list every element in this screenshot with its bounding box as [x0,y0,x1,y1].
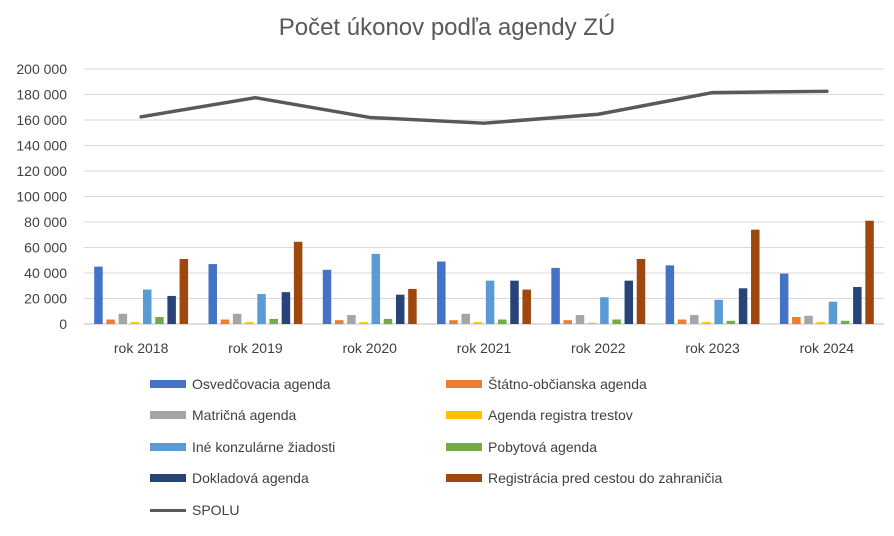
bar-pobytová-agenda [155,316,164,324]
bar-osvedčovacia-agenda [322,269,332,324]
bar-dokladová-agenda [624,280,634,324]
bar-registrácia-pred-cestou-do-zahraničia [293,241,303,324]
bar-pobytová-agenda [498,319,507,324]
bar-osvedčovacia-agenda [665,265,675,324]
bar-iné-konzulárne-žiadosti [371,253,381,324]
bars [94,220,874,324]
bar-matričná-agenda [232,313,242,324]
bar-dokladová-agenda [167,295,176,324]
y-tick-label: 100 000 [16,189,67,205]
bar-štátno-občianska-agenda [106,319,115,324]
x-tick-label: rok 2018 [114,340,169,356]
bar-pobytová-agenda [269,318,278,324]
y-tick-label: 40 000 [24,265,67,281]
bar-matričná-agenda [575,315,585,324]
bar-agenda-registra-trestov [816,322,826,324]
x-axis: rok 2018 rok 2019 rok 2020 rok 2021 rok 2022… [114,340,854,356]
bar-dokladová-agenda [853,287,862,324]
bar-dokladová-agenda [738,288,748,324]
y-tick-label: 120 000 [16,163,67,179]
bar-registrácia-pred-cestou-do-zahraničia [751,229,760,324]
bar-štátno-občianska-agenda [792,316,801,324]
bar-agenda-registra-trestov [130,322,140,324]
bar-osvedčovacia-agenda [437,261,446,324]
gridlines [84,68,884,325]
x-tick-label: rok 2021 [457,340,512,356]
bar-štátno-občianska-agenda [563,320,573,324]
y-tick-label: 60 000 [24,240,67,256]
bar-osvedčovacia-agenda [208,264,217,324]
bar-pobytová-agenda [840,320,850,324]
bar-dokladová-agenda [281,292,291,324]
bar-registrácia-pred-cestou-do-zahraničia [408,288,417,324]
x-tick-label: rok 2023 [685,340,740,356]
bar-agenda-registra-trestov [359,322,368,324]
bar-štátno-občianska-agenda [677,319,687,324]
bar-matričná-agenda [804,315,813,324]
bar-iné-konzulárne-žiadosti [485,280,495,324]
bar-iné-konzulárne-žiadosti [828,301,838,324]
bar-matričná-agenda [690,315,699,324]
y-axis: 0 20 000 40 000 60 000 80 000 100 000 120 000 1… [16,61,67,332]
bar-agenda-registra-trestov [587,322,597,324]
bar-agenda-registra-trestov [473,322,483,324]
y-tick-label: 140 000 [16,138,67,154]
bar-iné-konzulárne-žiadosti [714,299,723,324]
bar-registrácia-pred-cestou-do-zahraničia [522,289,531,324]
bar-dokladová-agenda [395,294,405,324]
bar-registrácia-pred-cestou-do-zahraničia [179,258,189,324]
bar-matričná-agenda [461,313,470,324]
x-tick-label: rok 2022 [571,340,626,356]
x-tick-label: rok 2024 [800,340,855,356]
bar-osvedčovacia-agenda [94,266,103,324]
bar-agenda-registra-trestov [702,322,711,324]
x-tick-label: rok 2020 [342,340,397,356]
bar-agenda-registra-trestov [245,322,254,324]
bar-osvedčovacia-agenda [551,267,560,324]
total-line [139,89,829,125]
bar-iné-konzulárne-žiadosti [257,294,266,324]
y-tick-label: 180 000 [16,87,67,103]
y-tick-label: 20 000 [24,291,67,307]
bar-štátno-občianska-agenda [220,319,230,324]
x-tick-label: rok 2019 [228,340,283,356]
bar-matričná-agenda [118,313,128,324]
bar-pobytová-agenda [726,320,736,324]
bar-iné-konzulárne-žiadosti [600,297,609,324]
y-tick-label: 80 000 [24,214,67,230]
y-tick-label: 160 000 [16,112,67,128]
bar-dokladová-agenda [510,280,519,324]
bar-štátno-občianska-agenda [449,320,458,324]
bar-registrácia-pred-cestou-do-zahraničia [636,258,646,324]
line-spolu [139,89,829,125]
bar-iné-konzulárne-žiadosti [142,289,152,324]
bar-matričná-agenda [347,315,356,324]
y-tick-label: 0 [59,316,67,332]
bar-štátno-občianska-agenda [334,320,344,324]
bar-osvedčovacia-agenda [779,273,789,324]
bar-pobytová-agenda [383,318,393,324]
bar-pobytová-agenda [612,319,621,324]
bar-registrácia-pred-cestou-do-zahraničia [865,220,874,324]
chart-title: Počet úkonov podľa agendy ZÚ [278,14,616,41]
y-tick-label: 200 000 [16,61,67,77]
